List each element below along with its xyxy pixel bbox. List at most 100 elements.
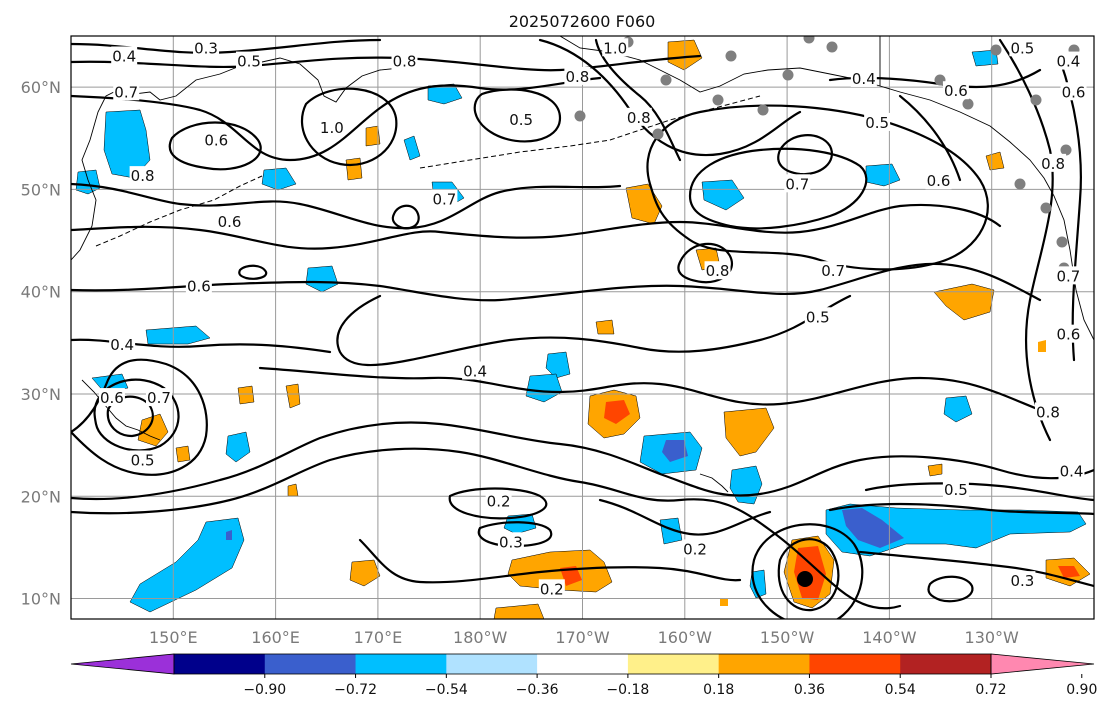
contour-label: 0.7: [147, 389, 171, 407]
contour-label: 0.5: [1010, 39, 1034, 57]
contour-label: 0.3: [1010, 572, 1034, 590]
contour-0.4-south: [71, 421, 1094, 501]
colorbar-segment: [174, 654, 266, 674]
contour-label: 0.5: [806, 308, 830, 326]
contour-0.7-small: [391, 204, 420, 230]
lat-label: 50°N: [21, 180, 61, 199]
contour-label-bg: [1009, 38, 1036, 57]
contour-label-bg: [109, 334, 136, 353]
contour-label: 0.8: [627, 109, 651, 127]
colorbar-tick-label: −0.18: [606, 682, 649, 698]
contour-label: 0.5: [131, 451, 155, 469]
colorbar-tick-label: −0.72: [334, 682, 377, 698]
shade-blue-w30: [91, 373, 129, 393]
contour-label: 0.4: [112, 47, 136, 65]
contour-label-bg: [942, 81, 969, 100]
contour-label: 0.6: [944, 82, 968, 100]
shade-blue-c18: [503, 513, 537, 535]
shade-orange-e22: [927, 463, 943, 477]
colorbar: −0.90 −0.72 −0.54 −0.36 −0.18 0.18 0.36 0.54 0.7…: [70, 653, 1097, 698]
contour-label-bg: [129, 450, 156, 469]
contour-0.3-east: [858, 550, 1094, 588]
contour-label-bg: [216, 212, 243, 231]
contour-label-bg: [1034, 402, 1061, 421]
contour-label: 0.3: [499, 533, 523, 551]
contour-label-bg: [485, 491, 512, 510]
contour-label-bg: [1060, 82, 1087, 101]
contour-0.5-west: [71, 358, 208, 476]
contour-label: 0.2: [540, 580, 564, 598]
shade-orange-e40: [933, 283, 995, 321]
shade-orange-coast: [985, 151, 1005, 171]
contour-label: 0.4: [110, 336, 134, 354]
contour-label-bg: [625, 107, 652, 126]
longitude-labels: 150°E 160°E 170°E 180°W 170°W 160°W 150°W 140°W…: [149, 628, 1019, 647]
contour-label: 0.6: [204, 131, 228, 149]
coast-japan: [81, 379, 161, 441]
contour-label-bg: [942, 480, 969, 499]
contour-0.6-mid: [71, 182, 622, 230]
station-dot: [962, 98, 974, 110]
latitude-labels: 60°N 50°N 40°N 30°N 20°N 10°N: [21, 78, 61, 608]
contour-0.8-alaska: [594, 38, 682, 162]
contour-label: 0.5: [237, 53, 261, 71]
storm-center-marker: [797, 571, 813, 587]
shade-blue-aleut-w: [403, 135, 421, 161]
station-dot: [1030, 94, 1042, 106]
shaded-fields: [75, 39, 1091, 619]
contour-label: 0.6: [1056, 326, 1080, 344]
contour-label: 0.7: [821, 262, 845, 280]
contour-label-bg: [508, 109, 535, 128]
contour-0.4-c: [258, 366, 1042, 412]
contour-label-bg: [185, 276, 212, 295]
contour-label: 0.8: [393, 53, 417, 71]
colorbar-tick-label: −0.36: [516, 682, 559, 698]
contour-0.2-loop: [448, 487, 548, 520]
lon-label: 130°W: [965, 628, 1020, 647]
colorbar-tick-label: −0.54: [425, 682, 468, 698]
contour-0.2-east: [598, 498, 772, 536]
shade-blue-gulf: [701, 179, 745, 211]
contour-label-bg: [804, 307, 831, 326]
colorbar-segment: [537, 654, 629, 674]
station-dot: [1040, 202, 1052, 214]
contour-label-bg: [1055, 324, 1082, 343]
contour-label-bg: [564, 66, 591, 85]
contour-label: 0.5: [509, 111, 533, 129]
contour-label-bg: [111, 46, 138, 65]
coastlines: [71, 36, 1094, 493]
colorbar-segment: [809, 654, 901, 674]
contour-label-bg: [462, 361, 489, 380]
contour-0.6-band: [71, 262, 1042, 302]
contour-label: 0.8: [565, 68, 589, 86]
contour-0.6-gulf: [688, 147, 868, 230]
contour-label: 0.4: [1060, 463, 1084, 481]
contour-label: 0.5: [944, 481, 968, 499]
station-dot: [712, 94, 724, 106]
shade-red-e12: [1058, 566, 1080, 578]
station-dot: [757, 104, 769, 116]
contour-0.7-west: [106, 395, 154, 438]
shade-darkblue-e18: [842, 508, 904, 548]
shade-orange-japan: [137, 413, 169, 447]
station-dot: [660, 74, 672, 86]
contour-label-bg: [203, 130, 230, 149]
contour-label-bg: [1055, 51, 1082, 70]
station-dot: [826, 41, 838, 53]
contour-label: 0.7: [785, 175, 809, 193]
contour-0.2-low: [358, 538, 742, 584]
shade-darkblue-sw: [226, 530, 232, 540]
shade-blue-c32: [545, 351, 571, 379]
shade-blue-e12: [749, 569, 767, 599]
lon-label: 150°W: [760, 628, 815, 647]
shade-orange-aleut1: [365, 125, 381, 147]
contour-label: 0.3: [194, 39, 218, 57]
contour-label: 0.5: [865, 114, 889, 132]
contour-label-bg: [1009, 571, 1036, 590]
contour-label: 0.8: [1041, 155, 1065, 173]
lat-label: 40°N: [21, 283, 61, 302]
coast-asia: [71, 57, 401, 261]
shade-blue-bering: [427, 83, 463, 105]
contour-label: 0.8: [131, 167, 155, 185]
colorbar-tick-label: −0.90: [243, 682, 286, 698]
